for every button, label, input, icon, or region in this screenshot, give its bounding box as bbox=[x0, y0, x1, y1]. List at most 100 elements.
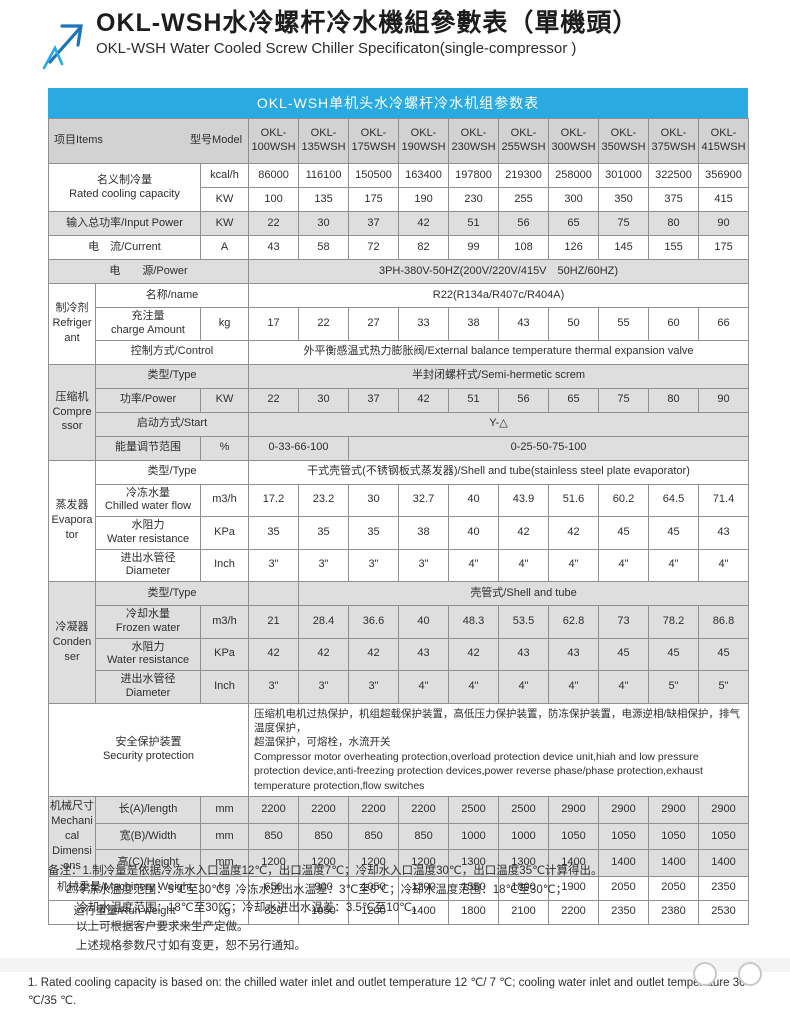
value-cell: 17.2 bbox=[248, 483, 300, 517]
unit-cell: Inch bbox=[199, 670, 250, 704]
row-label: 电 源/Power bbox=[47, 259, 250, 284]
unit-cell: kcal/h bbox=[199, 163, 250, 188]
row-label: 运行重量/Run weight bbox=[48, 899, 201, 925]
value-cell: 4" bbox=[498, 548, 550, 582]
value-cell: 1050 bbox=[598, 822, 650, 851]
value-cell: 51.6 bbox=[548, 483, 600, 517]
value-cell: 4" bbox=[698, 548, 750, 582]
value-cell: 2350 bbox=[598, 899, 650, 925]
items-model-corner: 项目Items 型号Model bbox=[47, 118, 250, 164]
row-label: 冷冻水量 Chilled water flow bbox=[95, 483, 201, 517]
unit-cell: kg bbox=[199, 899, 250, 925]
note-line-zh: 2.冷冻水温度范围：5℃至30℃；冷冻水进出水温差：3℃至8℃；冷却水温度范围：… bbox=[66, 883, 568, 896]
value-cell: 300 bbox=[548, 187, 600, 212]
unit-cell: KPa bbox=[199, 637, 250, 671]
row-label: 充注量 charge Amount bbox=[95, 307, 201, 341]
value-cell: 58 bbox=[298, 235, 350, 260]
value-cell: 30 bbox=[298, 211, 350, 236]
value-cell: 1400 bbox=[598, 849, 650, 877]
value-cell: 150500 bbox=[348, 163, 400, 188]
value-cell: 2500 bbox=[498, 796, 550, 824]
value-cell: 5" bbox=[648, 670, 700, 704]
value-cell: 35 bbox=[348, 516, 400, 550]
value-cell: 45 bbox=[598, 516, 650, 550]
value-cell: 43 bbox=[548, 637, 600, 671]
titles: OKL-WSH水冷螺杆冷水機組參數表（單機頭） OKL-WSH Water Co… bbox=[96, 8, 638, 57]
value-cell: 56 bbox=[498, 211, 550, 236]
value-cell: 45 bbox=[698, 637, 750, 671]
cutoff-circle-decoration bbox=[738, 962, 762, 986]
value-cell: 42 bbox=[448, 637, 500, 671]
spec-table-body: 项目Items 型号Model OKL- 100WSH OKL- 135WSH OKL-… bbox=[47, 118, 750, 925]
value-cell: 75 bbox=[598, 387, 650, 413]
group-label: 冷凝器 Condenser bbox=[48, 581, 96, 704]
note-line-zh: 冷却水温度范围：18℃至30℃；冷却水进出水温差：3.5℃至10℃。 bbox=[76, 902, 424, 915]
value-cell: 650 bbox=[248, 875, 300, 901]
value-cell: 42 bbox=[398, 211, 450, 236]
value-cell: 40 bbox=[448, 483, 500, 517]
row-label: 类型/Type bbox=[94, 459, 250, 485]
value-cell: 43 bbox=[248, 235, 300, 260]
value-cell: 2200 bbox=[548, 899, 600, 925]
value-cell: 163400 bbox=[398, 163, 450, 188]
value-cell: 4" bbox=[448, 670, 500, 704]
value-cell: 2050 bbox=[598, 875, 650, 901]
value-cell: 43 bbox=[498, 637, 550, 671]
row-label: 类型/Type bbox=[94, 363, 250, 389]
value-cell: 230 bbox=[448, 187, 500, 212]
value-cell: 62.8 bbox=[548, 605, 600, 639]
row-label: 长(A)/length bbox=[95, 796, 201, 824]
value-cell: 2530 bbox=[698, 899, 750, 925]
value-cell: 850 bbox=[298, 822, 350, 851]
value-cell: 1400 bbox=[648, 849, 700, 877]
value-cell: 1400 bbox=[548, 849, 600, 877]
value-cell: 1900 bbox=[548, 875, 600, 901]
value-cell: 322500 bbox=[648, 163, 700, 188]
value-cell: 72 bbox=[348, 235, 400, 260]
value-cell: 50 bbox=[548, 307, 600, 341]
row-label: 能量调节范围 bbox=[95, 435, 201, 461]
value-cell: 56 bbox=[498, 387, 550, 413]
value-cell: 42 bbox=[498, 516, 550, 550]
value-cell: 86000 bbox=[248, 163, 300, 188]
value-cell: 3" bbox=[348, 548, 400, 582]
page-title-en: OKL-WSH Water Cooled Screw Chiller Speci… bbox=[96, 40, 577, 58]
model-header: OKL- 100WSH bbox=[248, 118, 300, 164]
unit-cell: m3/h bbox=[199, 605, 250, 639]
value-cell: 301000 bbox=[598, 163, 650, 188]
value-cell: 86.8 bbox=[698, 605, 750, 639]
value-cell: 175 bbox=[348, 187, 400, 212]
value-cell: 3" bbox=[398, 548, 450, 582]
value-cell: 51 bbox=[448, 211, 500, 236]
value-cell: 80 bbox=[648, 211, 700, 236]
row-label: 冷却水量 Frozen water bbox=[95, 605, 201, 639]
value-cell: 22 bbox=[248, 211, 300, 236]
row-label: 宽(B)/Width bbox=[95, 822, 201, 851]
value-cell: 36.6 bbox=[348, 605, 400, 639]
value-cell: 2200 bbox=[248, 796, 300, 824]
value-cell: 45 bbox=[648, 516, 700, 550]
merged-value: 外平衡感温式热力膨胀阀/External balance temperature… bbox=[248, 339, 750, 365]
value-cell: 80 bbox=[648, 387, 700, 413]
value-cell: 99 bbox=[448, 235, 500, 260]
value-cell: 75 bbox=[598, 211, 650, 236]
value-cell: 2900 bbox=[598, 796, 650, 824]
merged-value: 壳管式/Shell and tube bbox=[298, 581, 750, 606]
unit-cell: kg bbox=[199, 307, 250, 341]
row-label: 启动方式/Start bbox=[94, 411, 250, 437]
row-label: 水阻力 Water resistance bbox=[95, 516, 201, 550]
value-cell: 175 bbox=[698, 235, 750, 260]
unit-cell: KW bbox=[199, 187, 250, 212]
value-cell: 30 bbox=[298, 387, 350, 413]
unit-cell: KPa bbox=[199, 516, 250, 550]
value-cell: 3" bbox=[348, 670, 400, 704]
value-cell: 2200 bbox=[348, 796, 400, 824]
merged-value: Y-△ bbox=[248, 411, 750, 437]
value-cell: 219300 bbox=[498, 163, 550, 188]
value-cell: 2380 bbox=[648, 899, 700, 925]
value-cell: 4" bbox=[448, 548, 500, 582]
merged-value: R22(R134a/R407c/R404A) bbox=[248, 283, 750, 308]
unit-cell: m3/h bbox=[199, 483, 250, 517]
value-cell: 78.2 bbox=[648, 605, 700, 639]
security-protection-text: 压缩机电机过热保护，机组超载保护装置，高低压力保护装置，防冻保护装置，电源逆相/… bbox=[248, 702, 750, 798]
